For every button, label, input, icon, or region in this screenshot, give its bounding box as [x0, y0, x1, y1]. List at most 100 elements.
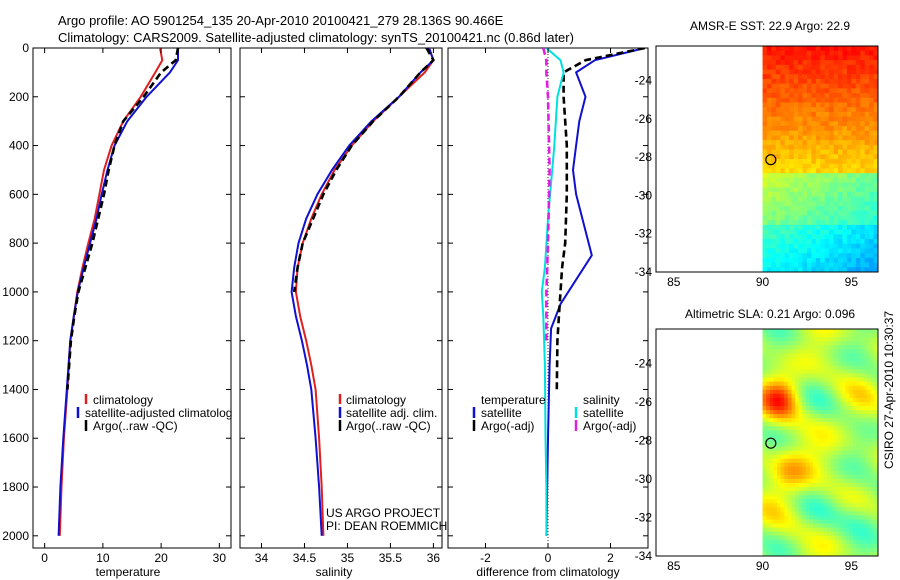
- sst-cell: [798, 253, 804, 259]
- sla-cell: [787, 446, 793, 452]
- sla-cell: [784, 401, 789, 407]
- sla-cell: [863, 466, 868, 472]
- sla-cell: [802, 466, 807, 472]
- sla-cell: [776, 434, 782, 440]
- sla-cell: [813, 483, 818, 488]
- sla-cell: [841, 446, 847, 452]
- sla-cell: [831, 357, 836, 363]
- sla-cell: [780, 507, 785, 513]
- sla-cell: [798, 385, 803, 391]
- sla-cell: [831, 406, 836, 411]
- sla-cell: [867, 495, 872, 500]
- sla-cell: [766, 345, 771, 350]
- sla-cell: [838, 511, 843, 517]
- sla-cell: [809, 474, 814, 480]
- sla-cell: [773, 337, 778, 342]
- sst-cell: [855, 74, 861, 80]
- sla-cell: [874, 519, 878, 525]
- sst-cell: [775, 243, 781, 250]
- sla-cell: [805, 547, 811, 553]
- sla-cell: [798, 353, 803, 358]
- sla-cell: [874, 487, 878, 492]
- sla-cell: [787, 474, 793, 480]
- sla-cell: [795, 341, 800, 346]
- sst-cell: [860, 46, 866, 52]
- sla-cell: [852, 369, 857, 375]
- sla-cell: [762, 333, 767, 338]
- sst-cell: [811, 159, 817, 165]
- sst-cell: [806, 55, 812, 61]
- sla-cell: [780, 527, 785, 533]
- sst-cell: [806, 173, 812, 179]
- sla-cell: [867, 397, 872, 403]
- sst-cell: [846, 135, 852, 141]
- sla-cell: [845, 430, 850, 435]
- sla-cell: [834, 389, 839, 395]
- sst-cell: [815, 191, 821, 198]
- sla-cell: [762, 349, 767, 354]
- sst-cell: [784, 224, 790, 231]
- sst-cell: [815, 126, 821, 132]
- sst-cell: [855, 121, 861, 127]
- sst-cell: [767, 196, 773, 202]
- sst-cell: [798, 60, 804, 66]
- sla-cell: [849, 333, 854, 338]
- sla-cell: [805, 519, 811, 525]
- sla-cell: [784, 462, 789, 468]
- sst-cell: [833, 121, 839, 127]
- sst-cell: [833, 182, 839, 188]
- sla-cell: [809, 357, 814, 363]
- sla-cell: [816, 511, 821, 517]
- salinity-axes: [239, 47, 443, 549]
- sla-cell: [867, 329, 872, 334]
- sla-cell: [867, 401, 872, 407]
- sst-cell: [838, 191, 844, 198]
- sla-cell: [805, 511, 811, 517]
- sla-cell: [805, 499, 811, 504]
- sla-cell: [762, 478, 767, 484]
- sst-cell: [789, 253, 795, 259]
- difference-series: [540, 48, 646, 548]
- sla-cell: [845, 418, 850, 423]
- sst-cell: [815, 262, 821, 268]
- sla-cell: [798, 438, 803, 444]
- sst-cell: [829, 257, 835, 264]
- sst-cell: [780, 55, 786, 61]
- sla-cell: [849, 377, 854, 383]
- sla-cell: [863, 418, 868, 423]
- sst-cell: [780, 93, 786, 99]
- sst-cell: [824, 60, 830, 66]
- sla-cell: [841, 503, 847, 508]
- sla-cell: [845, 470, 850, 476]
- sst-cell: [833, 97, 839, 104]
- sst-cell: [860, 187, 866, 193]
- sla-cell: [827, 515, 832, 521]
- sla-cell: [816, 397, 821, 403]
- salinity-xtick-label: 34: [255, 551, 269, 565]
- sst-cell: [771, 88, 777, 94]
- sst-cell: [833, 149, 839, 155]
- sst-cell: [864, 229, 870, 235]
- sst-cell: [833, 144, 839, 151]
- sla-cell: [805, 373, 811, 379]
- sst-cell: [829, 93, 835, 99]
- sla-cell: [813, 381, 818, 387]
- sst-cell: [798, 239, 804, 245]
- sla-cell: [852, 393, 857, 399]
- sst-cell: [802, 93, 808, 99]
- sla-cell: [802, 361, 807, 367]
- sla-cell: [841, 349, 847, 354]
- sst-cell: [762, 83, 768, 89]
- sst-cell: [771, 126, 777, 132]
- sla-cell: [863, 462, 868, 468]
- sla-cell: [802, 365, 807, 371]
- sla-cell: [784, 373, 789, 379]
- sst-cell: [824, 206, 830, 212]
- sst-cell: [855, 187, 861, 193]
- sla-cell: [827, 519, 832, 525]
- sst-cell: [855, 159, 861, 165]
- sla-cell: [780, 503, 785, 508]
- sst-cell: [851, 248, 857, 254]
- sla-cell: [827, 531, 832, 537]
- sst-cell: [789, 201, 795, 207]
